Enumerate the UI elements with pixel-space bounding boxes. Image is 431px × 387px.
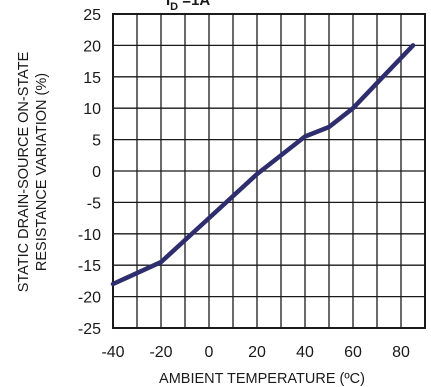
- condition-label: ID =1A: [166, 0, 210, 13]
- x-tick-label: 0: [205, 344, 214, 361]
- y-tick-label: 20: [83, 38, 101, 55]
- y-tick-label: -15: [78, 258, 101, 275]
- y-axis-ticks: 25 20 15 10 5 0 -5 -10 -15 -20 -25: [78, 7, 101, 338]
- x-axis-ticks: -40 -20 0 20 40 60 80: [101, 344, 410, 361]
- y-tick-label: 5: [92, 133, 101, 150]
- y-tick-label: -20: [78, 290, 101, 307]
- y-tick-label: -25: [78, 321, 101, 338]
- y-tick-label: -5: [87, 195, 101, 212]
- y-tick-label: 15: [83, 70, 101, 87]
- x-tick-label: 80: [392, 344, 410, 361]
- x-tick-label: -40: [101, 344, 124, 361]
- condition-label-sub: D: [170, 1, 178, 13]
- y-axis-title-line1: STATIC DRAIN-SOURCE ON-STATE: [16, 51, 32, 292]
- plot-frame: [112, 13, 426, 329]
- chart-grid: [113, 14, 425, 328]
- series-line: [110, 43, 416, 287]
- y-tick-label: 25: [83, 7, 101, 24]
- x-tick-label: 20: [248, 344, 266, 361]
- x-tick-label: 60: [344, 344, 362, 361]
- condition-label-value: =1A: [178, 0, 210, 9]
- x-tick-label: 40: [296, 344, 314, 361]
- y-tick-label: -10: [78, 227, 101, 244]
- y-axis-title-line2: RESISTANCE VARIATION (%): [34, 73, 50, 271]
- condition-label-main: I: [166, 0, 170, 9]
- y-tick-label: 10: [83, 101, 101, 118]
- y-tick-label: 0: [92, 164, 101, 181]
- x-axis-title: AMBIENT TEMPERATURE (ºC): [159, 371, 365, 387]
- x-tick-label: -20: [149, 344, 172, 361]
